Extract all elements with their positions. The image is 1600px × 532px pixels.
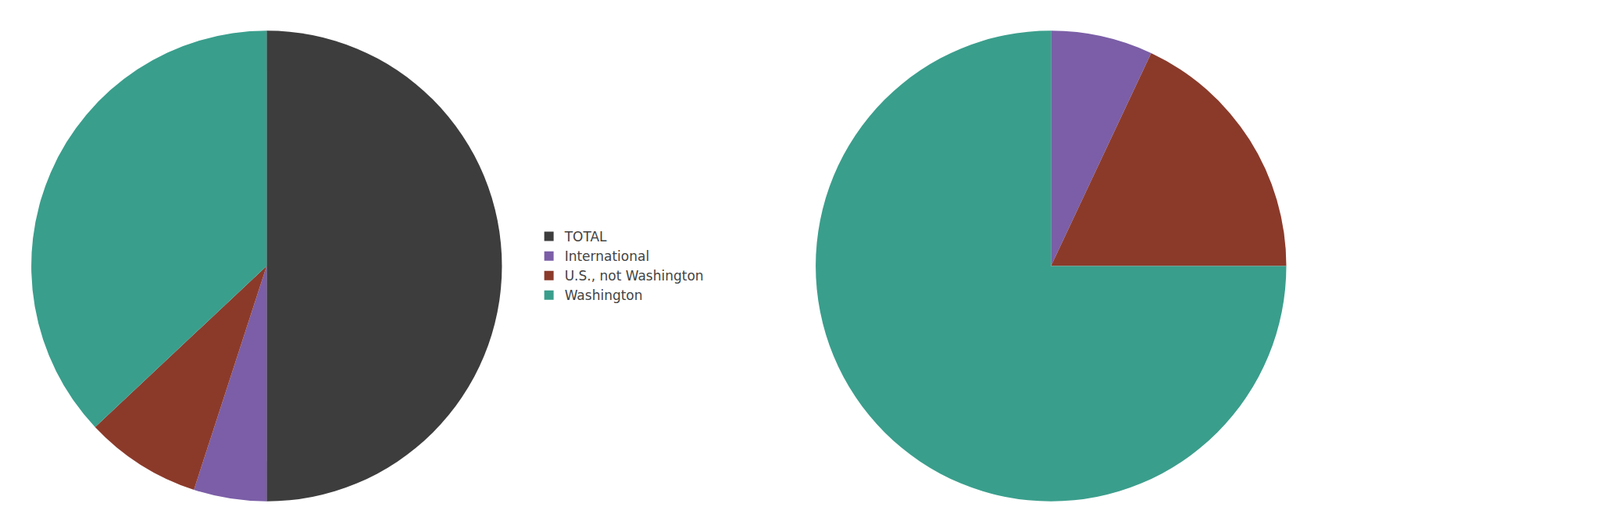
svg-text:International: International xyxy=(564,248,650,265)
svg-text:TOTAL: TOTAL xyxy=(564,228,608,245)
svg-text:Washington: Washington xyxy=(564,287,643,304)
svg-text:U.S., not Washington: U.S., not Washington xyxy=(564,267,704,284)
